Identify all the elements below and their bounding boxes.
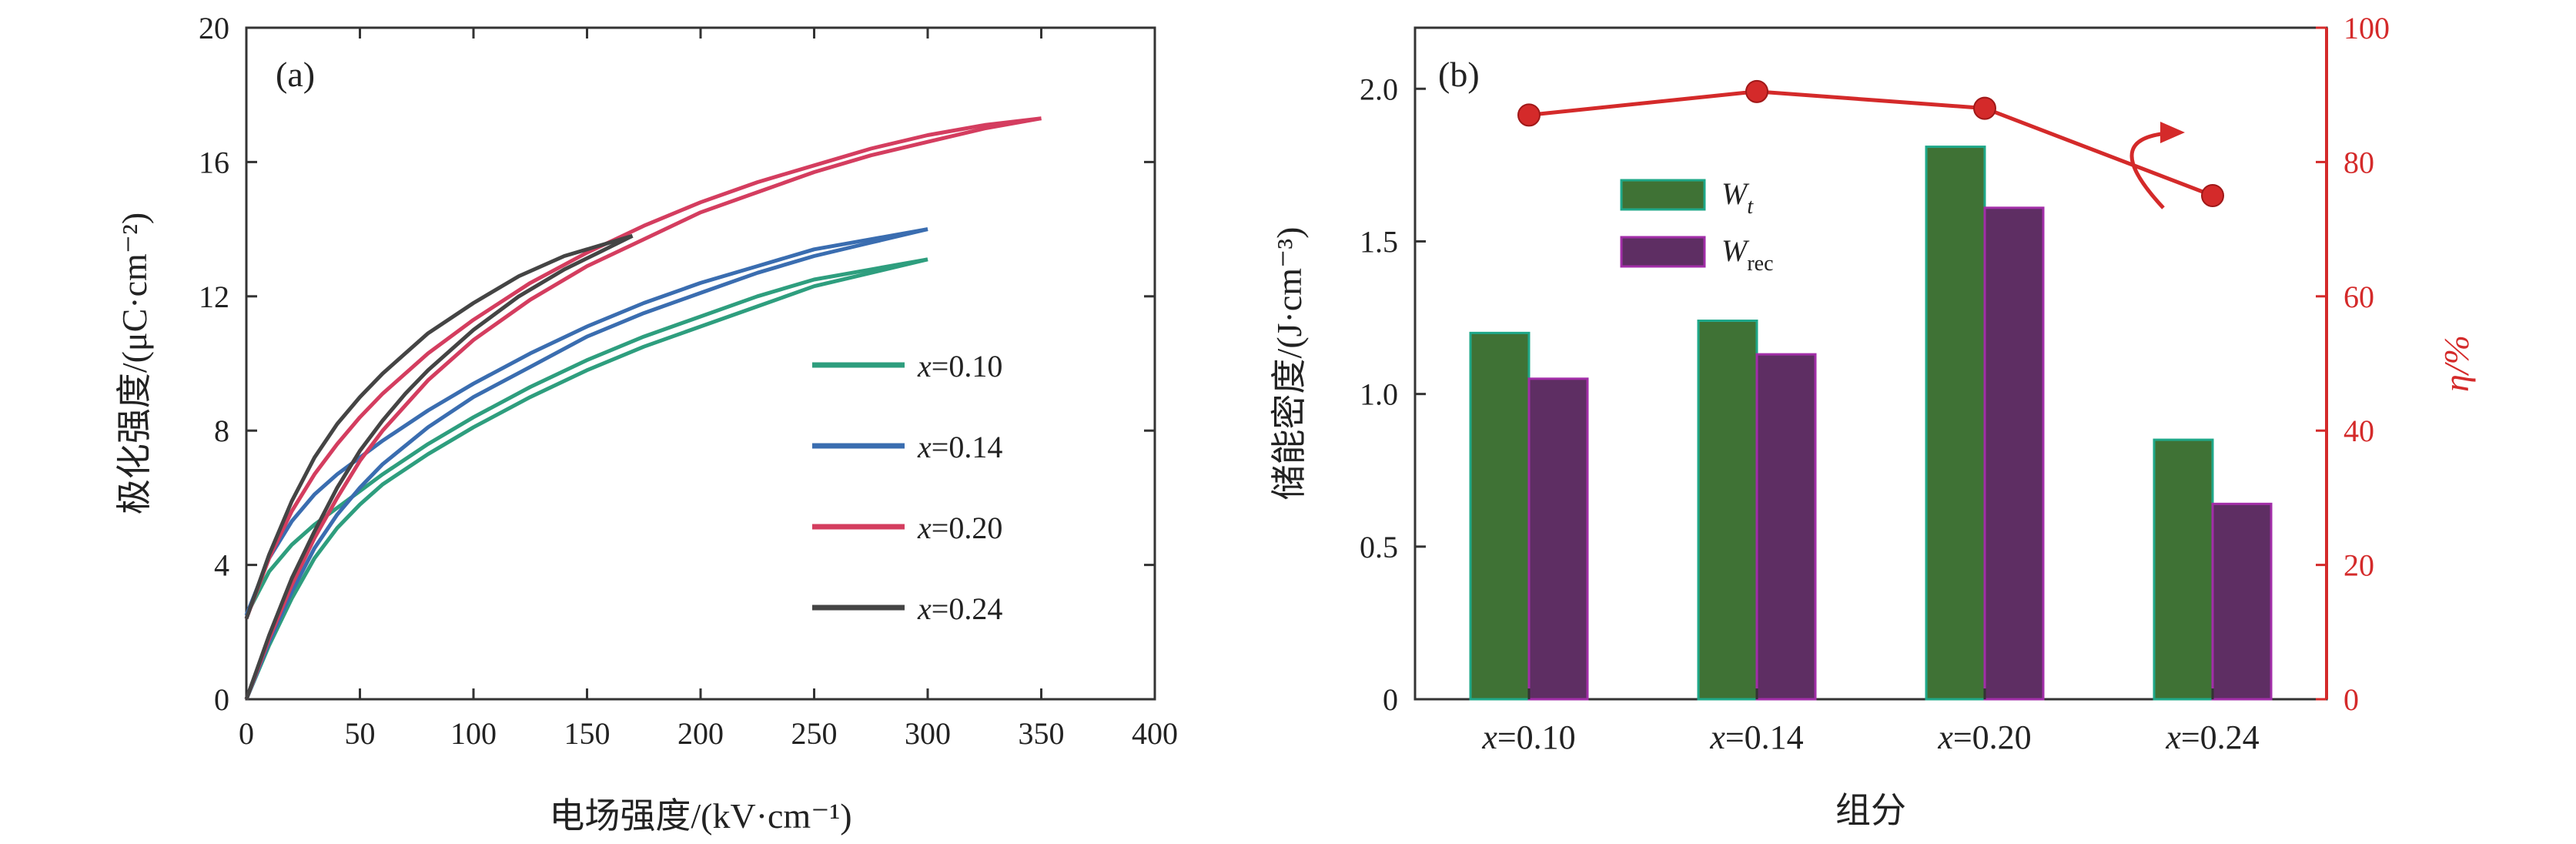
legend-label-x010: x=0.10 <box>917 349 1002 383</box>
bar-wrec-x=0.14 <box>1755 353 1817 701</box>
efficiency-point-x=0.14 <box>1745 79 1768 103</box>
bar-wrec-x=0.10 <box>1527 377 1589 701</box>
category-label-x010: x=0.10 <box>1481 718 1575 756</box>
legend-label-x014: x=0.14 <box>917 430 1002 464</box>
panel-b-y-tick-label: 1.0 <box>1360 377 1398 412</box>
panel-a-y-tick-label: 8 <box>214 414 229 448</box>
hysteresis-branch-down-x=0.14 <box>244 227 928 616</box>
efficiency-line <box>1528 89 2213 198</box>
panel-a-x-tick-label: 400 <box>1132 716 1178 751</box>
panel-b-y-axis-title: 储能密度/(J·cm⁻³) <box>1270 227 1309 501</box>
legend-label-x020: x=0.20 <box>917 511 1002 545</box>
panel-b-x-axis-title: 组分 <box>1835 791 1906 830</box>
panel-a-x-tick-label: 150 <box>564 716 611 751</box>
panel-a-x-axis-title: 电场强度/(kV·cm⁻¹) <box>549 796 851 836</box>
hysteresis-branch-up-x=0.20 <box>244 116 1042 700</box>
legend-label-wt: Wt <box>1721 176 1754 219</box>
panel-a-x-tick-label: 350 <box>1019 716 1065 751</box>
panel-b-y2-axis-title: η/% <box>2437 335 2476 392</box>
hysteresis-branch-up-x=0.14 <box>244 227 928 700</box>
panel-a-y-tick-label: 0 <box>214 682 229 717</box>
panel-b-y2-tick-label: 20 <box>2343 548 2374 583</box>
panel-a-x-tick-label: 200 <box>677 716 724 751</box>
legend-label-wrec: Wrec <box>1721 233 1774 276</box>
category-label-x024: x=0.24 <box>2165 718 2259 756</box>
panel-b-efficiency-line <box>1517 79 2224 207</box>
panel-a-x-tick-label: 50 <box>345 716 376 751</box>
efficiency-point-x=0.20 <box>1973 96 1996 120</box>
panel-a-ticks: 0 50 100 150 200 250 300 350 400 0 4 8 12 16 20 <box>199 11 1178 751</box>
right-axis-arrow-icon <box>2129 122 2185 209</box>
hysteresis-branch-down-x=0.10 <box>244 257 928 617</box>
panel-a-y-tick-label: 20 <box>199 11 229 45</box>
panel-b-label: (b) <box>1438 55 1480 94</box>
panel-a-hysteresis-chart: 0 50 100 150 200 250 300 350 400 0 4 8 12 16 20 (a) x=… <box>115 11 1178 836</box>
panel-a-y-axis-title: 极化强度/(μC·cm⁻²) <box>115 213 154 514</box>
panel-b-y2-tick-label: 60 <box>2343 280 2374 314</box>
panel-a-frame <box>245 26 1156 701</box>
bar-wt-x=0.24 <box>2153 438 2214 701</box>
legend-swatch-wrec <box>1620 236 1706 268</box>
panel-a-y-tick-label: 12 <box>199 280 229 314</box>
panel-b-legend: Wt Wrec <box>1620 176 1774 276</box>
legend-label-x024: x=0.24 <box>917 591 1002 626</box>
panel-a-x-tick-label: 250 <box>791 716 838 751</box>
hysteresis-branch-down-x=0.20 <box>244 116 1042 620</box>
panel-b-y2-tick-label: 80 <box>2343 145 2374 179</box>
panel-b-ticks: 0 0.5 1.0 1.5 2.0 0 20 40 60 80 100 <box>1360 11 2390 717</box>
panel-b-y-tick-label: 0 <box>1383 682 1398 717</box>
bar-wt-x=0.10 <box>1469 331 1531 701</box>
panel-b-y2-tick-label: 0 <box>2343 682 2359 717</box>
panel-a-y-tick-label: 4 <box>214 548 229 583</box>
hysteresis-branch-down-x=0.24 <box>244 233 634 620</box>
panel-a-x-tick-label: 300 <box>905 716 951 751</box>
bar-wrec-x=0.24 <box>2211 502 2273 701</box>
panel-b-bars <box>1469 146 2273 701</box>
legend-swatch-wt <box>1620 179 1706 211</box>
efficiency-point-x=0.24 <box>2201 184 2224 207</box>
efficiency-point-x=0.10 <box>1517 103 1541 127</box>
panel-b-y2-tick-label: 100 <box>2343 11 2390 45</box>
bar-wt-x=0.20 <box>1925 146 1986 701</box>
panel-a-curves <box>244 116 1042 700</box>
panel-b-y-tick-label: 1.5 <box>1360 224 1398 259</box>
bar-wt-x=0.14 <box>1697 320 1758 701</box>
hysteresis-branch-up-x=0.10 <box>244 257 928 700</box>
panel-b-category-labels: x=0.10 x=0.14 x=0.20 x=0.24 <box>1481 718 2259 756</box>
category-label-x020: x=0.20 <box>1937 718 2031 756</box>
panel-b-y-tick-label: 2.0 <box>1360 72 1398 106</box>
panel-b-y-tick-label: 0.5 <box>1360 530 1398 564</box>
panel-a-legend: x=0.10 x=0.14 x=0.20 x=0.24 <box>812 349 1002 626</box>
panel-a-x-tick-label: 0 <box>239 716 254 751</box>
panel-a-label: (a) <box>276 55 315 94</box>
panel-b-y2-tick-label: 40 <box>2343 414 2374 448</box>
panel-b-energy-storage-chart: 0 0.5 1.0 1.5 2.0 0 20 40 60 80 100 (b) Wt Wrec x=… <box>1270 11 2476 830</box>
bar-wrec-x=0.20 <box>1983 206 2045 701</box>
hysteresis-branch-up-x=0.24 <box>244 234 634 700</box>
panel-a-y-tick-label: 16 <box>199 145 229 179</box>
category-label-x014: x=0.14 <box>1709 718 1803 756</box>
panel-a-x-tick-label: 100 <box>450 716 497 751</box>
